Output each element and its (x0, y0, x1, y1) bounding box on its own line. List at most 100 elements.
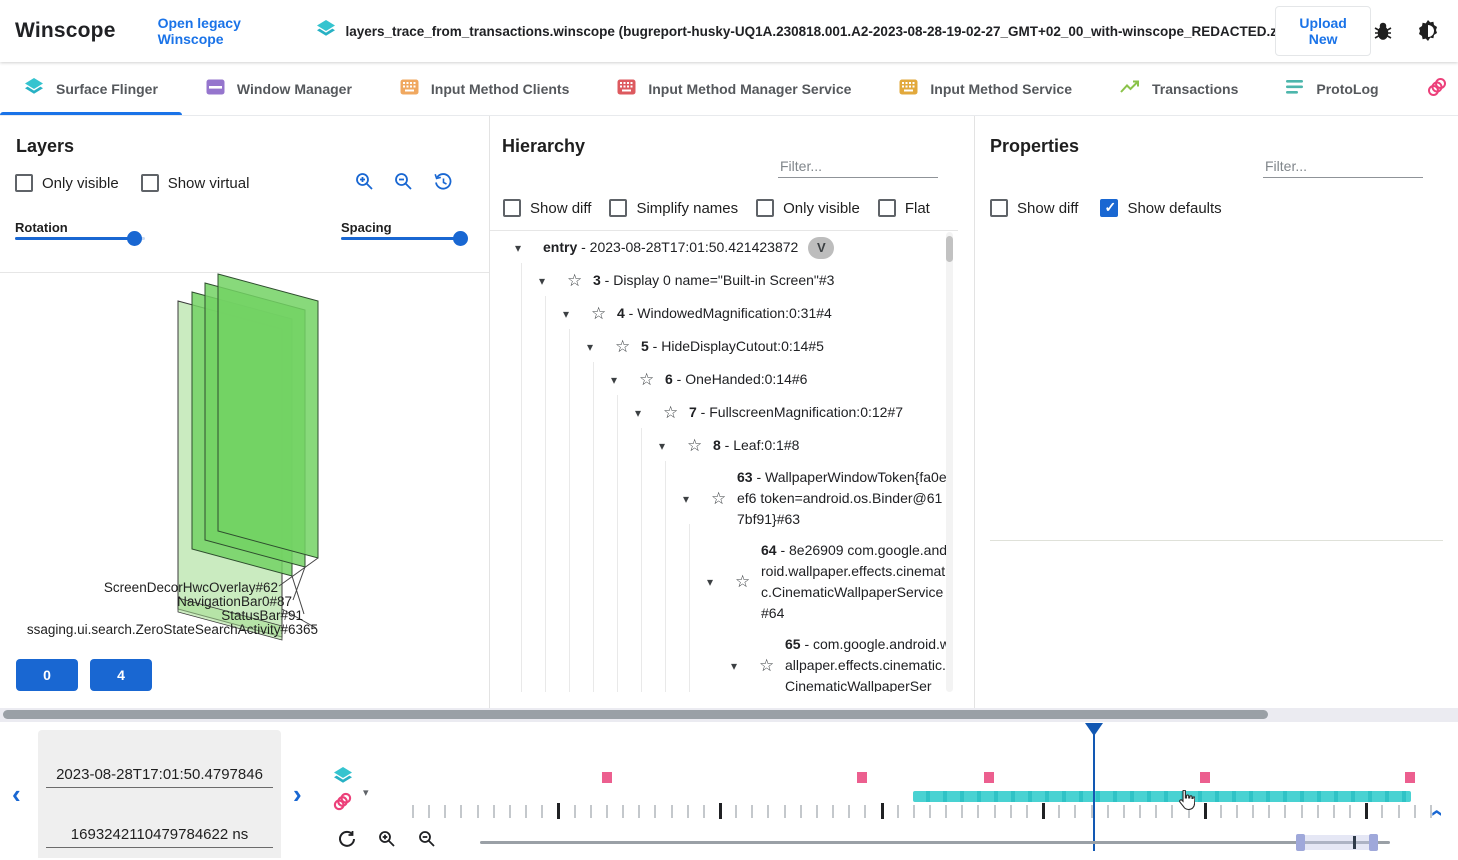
tab-transitions[interactable]: Transitions (1403, 62, 1458, 115)
ruler-tick (1349, 805, 1352, 818)
rotation-slider[interactable] (15, 231, 145, 246)
layer-label[interactable]: ScreenDecorHwcOverlay#62 (103, 580, 278, 595)
layer-label[interactable]: ssaging.ui.search.ZeroStateSearchActivit… (26, 622, 318, 637)
display-rect-button-4[interactable]: 4 (90, 659, 152, 691)
trace-selector[interactable]: ▾ (333, 766, 369, 811)
star-icon[interactable]: ☆ (639, 369, 655, 389)
show-defaults-checkbox[interactable] (1100, 199, 1119, 217)
collapse-caret-icon[interactable]: ▾ (683, 491, 690, 506)
tab-input-method-clients[interactable]: Input Method Clients (376, 62, 593, 115)
collapse-timeline-button[interactable]: › (1422, 809, 1448, 817)
only-visible-checkbox[interactable] (15, 174, 33, 192)
tab-window-manager[interactable]: Window Manager (182, 62, 376, 115)
layer-label[interactable]: NavigationBar0#87 (177, 594, 292, 609)
collapse-caret-icon[interactable]: ▾ (731, 658, 738, 673)
hierarchy-panel-title: Hierarchy (502, 136, 586, 156)
transition-event-marker[interactable] (1199, 772, 1210, 783)
collapse-caret-icon[interactable]: ▾ (563, 306, 570, 321)
tree-row[interactable]: ▾ ☆ 6 - OneHanded:0:14#6 (611, 369, 808, 389)
simplify-names-checkbox[interactable] (609, 199, 628, 217)
tree-row[interactable]: ▾ ☆ 4 - WindowedMagnification:0:31#4 (563, 303, 832, 323)
ruler-tick (912, 805, 915, 818)
tab-protolog[interactable]: ProtoLog (1262, 62, 1402, 115)
collapse-caret-icon[interactable]: ▾ (659, 438, 666, 453)
tree-row[interactable]: ▾ ☆ 64 - 8e26909 com.google.android.wall… (707, 542, 949, 621)
transition-event-marker[interactable] (983, 772, 994, 783)
star-icon[interactable]: ☆ (711, 488, 727, 508)
collapse-caret-icon[interactable]: ▾ (515, 240, 522, 255)
ruler-tick (541, 805, 544, 818)
upload-new-button[interactable]: Upload New (1275, 6, 1371, 56)
timeline-zoom-in-icon[interactable] (378, 830, 396, 853)
ruler-tick (412, 805, 414, 818)
tab-input-method-service[interactable]: Input Method Service (875, 62, 1096, 115)
human-timestamp-input[interactable] (46, 762, 273, 788)
mouse-cursor (1178, 789, 1196, 816)
tab-input-method-manager-service[interactable]: Input Method Manager Service (593, 62, 875, 115)
tree-guide-line (569, 329, 570, 692)
hierarchy-only-visible-checkbox[interactable] (756, 199, 775, 217)
hierarchy-filter-input[interactable] (778, 155, 938, 178)
ns-timestamp-input[interactable] (46, 822, 273, 848)
properties-show-diff-checkbox[interactable] (990, 199, 1008, 217)
layers-3d-canvas[interactable] (105, 268, 355, 658)
tree-row[interactable]: ▾ ☆ 65 - com.google.android.wallpaper.ef… (731, 636, 950, 692)
star-icon[interactable]: ☆ (735, 572, 751, 591)
zoom-range-track[interactable] (480, 841, 1390, 844)
collapse-caret-icon[interactable]: ▾ (587, 339, 594, 354)
active-trace-bar[interactable] (913, 791, 1411, 802)
report-bug-icon[interactable] (1373, 18, 1394, 44)
collapse-caret-icon[interactable]: ▾ (635, 405, 642, 420)
hierarchy-divider (490, 230, 958, 231)
show-virtual-checkbox[interactable] (140, 174, 159, 192)
main-horizontal-scrollbar[interactable] (0, 708, 1458, 722)
layer-label[interactable]: StatusBar#91 (221, 608, 303, 623)
range-handle-right[interactable] (1369, 834, 1378, 851)
open-legacy-link[interactable]: Open legacy Winscope (157, 15, 241, 47)
dark-mode-toggle-icon[interactable] (1416, 18, 1440, 44)
star-icon[interactable]: ☆ (759, 655, 775, 675)
zoom-range-selection[interactable] (1300, 835, 1378, 850)
next-entry-button[interactable]: › (293, 779, 302, 809)
star-icon[interactable]: ☆ (687, 435, 703, 455)
scrollbar-thumb[interactable] (3, 710, 1268, 719)
tree-row[interactable]: ▾ ☆ 3 - Display 0 name="Built-in Screen"… (539, 270, 835, 290)
refresh-icon[interactable] (338, 830, 356, 853)
tree-row-entry[interactable]: ▾ entry - 2023-08-28T17:01:50.421423872 … (490, 231, 958, 264)
flat-checkbox[interactable] (877, 199, 896, 217)
spacing-slider[interactable] (341, 231, 468, 246)
collapse-caret-icon[interactable]: ▾ (707, 575, 714, 589)
timeline-playhead[interactable] (1085, 723, 1104, 851)
prev-entry-button[interactable]: ‹ (12, 779, 21, 809)
tree-row[interactable]: ▾ ☆ 8 - Leaf:0:1#8 (659, 435, 800, 455)
transition-event-marker[interactable] (856, 772, 867, 783)
timeline-zoom-out-icon[interactable] (418, 830, 436, 853)
star-icon[interactable]: ☆ (567, 270, 583, 290)
chevron-down-icon[interactable]: ▾ (363, 787, 369, 799)
tree-row[interactable]: ▾ ☆ 7 - FullscreenMagnification:0:12#7 (635, 402, 904, 422)
ruler-tick (428, 805, 431, 818)
zoom-in-icon[interactable] (355, 172, 374, 196)
properties-filter-input[interactable] (1263, 155, 1423, 178)
ruler-tick (783, 805, 786, 818)
tree-row[interactable]: ▾ ☆ 63 - WallpaperWindowToken{fa0eef6 to… (683, 469, 947, 527)
transition-event-marker[interactable] (1404, 772, 1415, 783)
range-handle-left[interactable] (1296, 834, 1305, 851)
display-rect-button-0[interactable]: 0 (16, 659, 78, 691)
hierarchy-scrollbar[interactable] (946, 232, 953, 692)
restore-view-icon[interactable] (433, 172, 453, 196)
show-diff-checkbox[interactable] (503, 199, 521, 217)
star-icon[interactable]: ☆ (663, 402, 679, 422)
collapse-caret-icon[interactable]: ▾ (611, 372, 618, 387)
star-icon[interactable]: ☆ (591, 303, 607, 323)
tab-surface-flinger[interactable]: Surface Flinger (0, 62, 182, 115)
transition-event-marker[interactable] (602, 772, 613, 783)
tab-transactions[interactable]: Transactions (1096, 62, 1262, 115)
star-icon[interactable]: ☆ (615, 336, 631, 356)
zoom-out-icon[interactable] (394, 172, 413, 196)
tree-row[interactable]: ▾ ☆ 5 - HideDisplayCutout:0:14#5 (587, 336, 824, 356)
collapse-caret-icon[interactable]: ▾ (539, 273, 546, 288)
properties-divider (990, 540, 1443, 541)
timeline-ruler[interactable] (412, 720, 1446, 860)
ruler-tick (605, 805, 608, 818)
